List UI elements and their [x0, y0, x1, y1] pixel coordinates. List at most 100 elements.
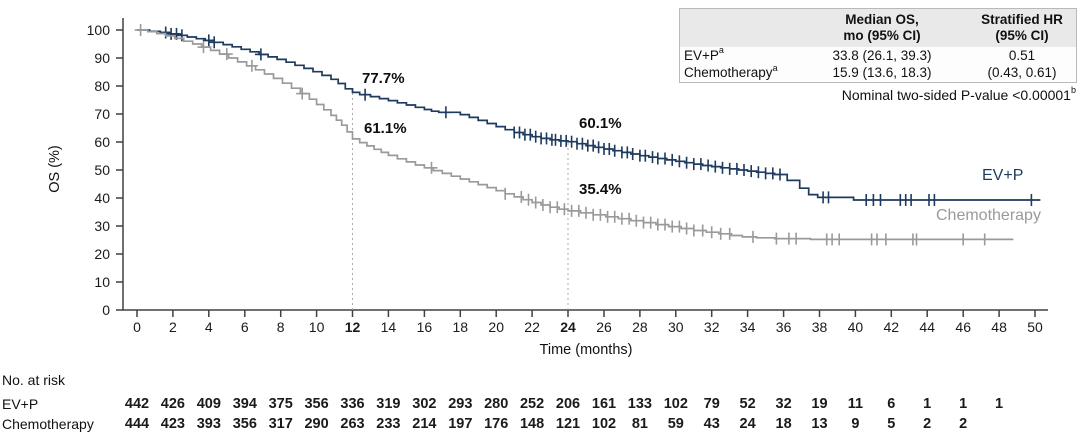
- x-axis-title: Time (months): [539, 342, 633, 358]
- svg-text:70: 70: [94, 106, 110, 122]
- hr-header-line2: (95% CI): [995, 28, 1049, 44]
- svg-text:18: 18: [453, 319, 469, 335]
- svg-text:317: 317: [269, 416, 293, 432]
- svg-text:22: 22: [524, 319, 540, 335]
- svg-text:148: 148: [520, 416, 544, 432]
- svg-text:20: 20: [488, 319, 504, 335]
- p-value-note: Nominal two-sided P-value <0.00001b: [841, 85, 1076, 103]
- svg-text:81: 81: [632, 416, 648, 432]
- svg-text:36: 36: [776, 319, 792, 335]
- annotation-chemo-24mo: 35.4%: [579, 181, 622, 198]
- svg-text:52: 52: [740, 396, 756, 412]
- stats-row-ev-p-label: EV+Pa: [684, 45, 724, 63]
- svg-text:30: 30: [94, 218, 110, 234]
- svg-text:197: 197: [448, 416, 472, 432]
- curve-label-chemotherapy: Chemotherapy: [936, 207, 1041, 224]
- svg-text:290: 290: [304, 416, 328, 432]
- risk-row-label-chemo: Chemotherapy: [2, 416, 94, 432]
- svg-text:444: 444: [125, 416, 149, 432]
- svg-text:0: 0: [102, 302, 110, 318]
- svg-text:0: 0: [133, 319, 141, 335]
- svg-text:32: 32: [704, 319, 720, 335]
- svg-text:161: 161: [592, 396, 616, 412]
- svg-text:206: 206: [556, 396, 580, 412]
- svg-text:38: 38: [812, 319, 828, 335]
- chemotherapy-risk-counts: 444 423 393 356 317 290 263 233 214 197 176 148 121 1…: [125, 416, 967, 432]
- svg-text:233: 233: [376, 416, 400, 432]
- svg-text:32: 32: [776, 396, 792, 412]
- svg-text:102: 102: [664, 396, 688, 412]
- svg-text:10: 10: [309, 319, 325, 335]
- svg-text:50: 50: [1027, 319, 1043, 335]
- svg-text:59: 59: [668, 416, 684, 432]
- svg-text:336: 336: [340, 396, 364, 412]
- svg-text:28: 28: [632, 319, 648, 335]
- svg-text:121: 121: [556, 416, 580, 432]
- svg-text:12: 12: [345, 319, 361, 335]
- svg-text:44: 44: [919, 319, 935, 335]
- svg-text:356: 356: [304, 396, 328, 412]
- svg-text:263: 263: [340, 416, 364, 432]
- svg-text:375: 375: [269, 396, 293, 412]
- svg-text:43: 43: [704, 416, 720, 432]
- curve-label-ev-p: EV+P: [982, 167, 1024, 184]
- stats-table-header: Median OS, mo (95% CI) Stratified HR (95…: [680, 9, 1076, 47]
- hr-header-line1: Stratified HR: [981, 12, 1063, 27]
- svg-text:2: 2: [169, 319, 177, 335]
- stats-row-ev-p-median: 33.8 (26.1, 39.3): [832, 47, 932, 63]
- svg-text:356: 356: [233, 416, 257, 432]
- svg-text:1: 1: [995, 396, 1003, 412]
- stats-row-chemo-median: 15.9 (13.6, 18.3): [832, 65, 932, 81]
- svg-text:24: 24: [740, 416, 756, 432]
- svg-text:1: 1: [959, 396, 967, 412]
- annotation-ev-p-12mo: 77.7%: [362, 70, 405, 87]
- svg-text:2: 2: [923, 416, 931, 432]
- svg-text:4: 4: [205, 319, 213, 335]
- svg-text:79: 79: [704, 396, 720, 412]
- median-os-header-line1: Median OS,: [845, 12, 919, 27]
- svg-text:426: 426: [161, 396, 185, 412]
- ev-p-censor-marks: [159, 26, 1033, 206]
- svg-text:30: 30: [668, 319, 684, 335]
- svg-text:252: 252: [520, 396, 544, 412]
- stats-col-hr: Stratified HR (95% CI): [968, 12, 1076, 45]
- svg-text:11: 11: [848, 396, 863, 412]
- svg-text:293: 293: [448, 396, 472, 412]
- svg-text:6: 6: [241, 319, 249, 335]
- svg-text:102: 102: [592, 416, 616, 432]
- svg-text:394: 394: [233, 396, 257, 412]
- svg-text:80: 80: [94, 78, 110, 94]
- svg-text:8: 8: [277, 319, 285, 335]
- svg-text:100: 100: [87, 22, 111, 38]
- axes: [122, 18, 1048, 311]
- stats-col-median-os: Median OS, mo (95% CI): [796, 12, 968, 45]
- svg-text:302: 302: [412, 396, 436, 412]
- chemotherapy-curve: [137, 29, 1014, 241]
- ev-p-curve: [137, 29, 1041, 201]
- svg-text:20: 20: [94, 246, 110, 262]
- svg-text:14: 14: [381, 319, 397, 335]
- svg-text:48: 48: [991, 319, 1007, 335]
- svg-text:393: 393: [197, 416, 221, 432]
- annotation-ev-p-24mo: 60.1%: [579, 115, 622, 132]
- svg-text:13: 13: [811, 416, 827, 432]
- svg-text:40: 40: [848, 319, 864, 335]
- stats-row-chemo-label: Chemotherapya: [684, 62, 778, 81]
- svg-text:16: 16: [417, 319, 433, 335]
- svg-text:280: 280: [484, 396, 508, 412]
- y-axis-title: OS (%): [47, 145, 63, 193]
- svg-text:176: 176: [484, 416, 508, 432]
- svg-text:423: 423: [161, 416, 185, 432]
- x-axis-ticks: 0 2 4 6 8 10 12 14 16 18 20 22 24 26 28 30 32 34 36 38 40 42 4…: [133, 310, 1043, 335]
- svg-text:409: 409: [197, 396, 221, 412]
- svg-text:442: 442: [125, 396, 149, 412]
- svg-text:24: 24: [560, 319, 576, 335]
- svg-text:42: 42: [884, 319, 900, 335]
- svg-text:10: 10: [94, 274, 110, 290]
- svg-text:60: 60: [94, 134, 110, 150]
- svg-text:9: 9: [851, 416, 859, 432]
- svg-text:40: 40: [94, 190, 110, 206]
- svg-text:90: 90: [94, 50, 110, 66]
- stats-table: Median OS, mo (95% CI) Stratified HR (95…: [679, 8, 1077, 83]
